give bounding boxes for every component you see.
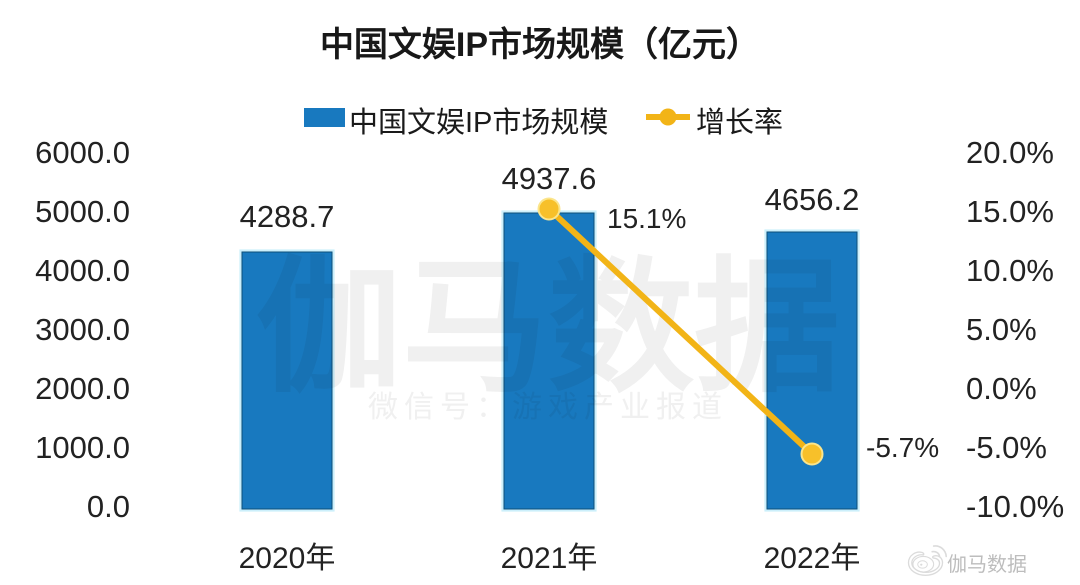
svg-text:伽马数据: 伽马数据 [256,246,840,409]
svg-text:微信号：游戏产业报道: 微信号：游戏产业报道 [368,391,728,424]
